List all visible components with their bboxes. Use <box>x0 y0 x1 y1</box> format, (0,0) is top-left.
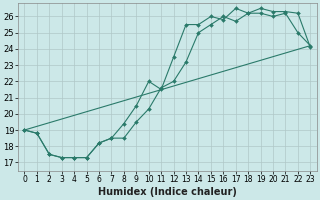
X-axis label: Humidex (Indice chaleur): Humidex (Indice chaleur) <box>98 187 237 197</box>
